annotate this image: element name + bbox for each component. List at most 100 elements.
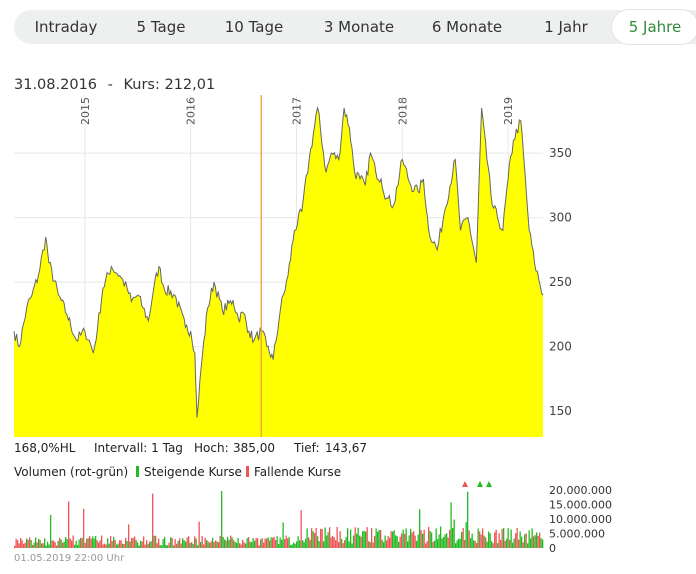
volume-bar bbox=[339, 531, 341, 548]
volume-bar bbox=[174, 539, 176, 548]
volume-bar bbox=[60, 539, 62, 548]
volume-bar bbox=[537, 535, 539, 548]
volume-bar bbox=[128, 524, 130, 548]
volume-bar bbox=[177, 540, 179, 548]
volume-bar bbox=[146, 540, 148, 548]
volume-bar bbox=[309, 539, 311, 548]
volume-bar bbox=[419, 509, 421, 548]
volume-bar bbox=[455, 543, 457, 548]
volume-bar bbox=[290, 545, 292, 548]
tab-5-tage[interactable]: 5 Tage bbox=[136, 18, 186, 36]
volume-tick-label: 10.000.000 bbox=[549, 513, 612, 526]
volume-bar bbox=[108, 543, 110, 548]
x-tick-label: 2019 bbox=[502, 97, 515, 125]
price-header: 31.08.2016 - Kurs: 212,01 bbox=[14, 77, 215, 93]
volume-bar bbox=[140, 540, 142, 548]
volume-bar bbox=[522, 542, 524, 548]
volume-bar bbox=[291, 544, 293, 548]
volume-bar bbox=[275, 540, 277, 548]
header-kurs-value: 212,01 bbox=[164, 77, 216, 93]
legend-falling-label: Fallende Kurse bbox=[254, 465, 342, 479]
volume-bar bbox=[293, 542, 295, 548]
volume-bar bbox=[383, 542, 385, 548]
volume-bar bbox=[228, 539, 230, 548]
volume-bar bbox=[45, 545, 47, 548]
volume-bar bbox=[351, 543, 353, 548]
volume-bar bbox=[152, 493, 154, 548]
volume-bar bbox=[249, 541, 251, 548]
header-kurs-label: Kurs: bbox=[123, 77, 160, 93]
volume-bar bbox=[141, 541, 143, 548]
volume-bar bbox=[59, 537, 61, 548]
volume-bar bbox=[227, 536, 229, 548]
volume-bar bbox=[161, 545, 163, 548]
volume-bar bbox=[540, 538, 542, 548]
volume-bar bbox=[438, 534, 440, 548]
volume-bar bbox=[330, 537, 332, 548]
volume-bar bbox=[255, 537, 257, 548]
volume-bar bbox=[473, 540, 475, 548]
volume-bar bbox=[264, 538, 266, 548]
volume-bar bbox=[99, 540, 101, 548]
volume-bar bbox=[18, 543, 20, 548]
volume-bar bbox=[462, 527, 464, 548]
volume-bar bbox=[287, 538, 289, 548]
volume-bar bbox=[95, 535, 97, 548]
volume-bar bbox=[231, 537, 233, 548]
volume-bar bbox=[242, 539, 244, 548]
volume-bar bbox=[159, 544, 161, 548]
volume-bar bbox=[482, 528, 484, 548]
tab-5-jahre[interactable]: 5 Jahre bbox=[612, 10, 696, 44]
volume-bar bbox=[471, 533, 473, 548]
volume-bar bbox=[102, 544, 104, 548]
volume-bar bbox=[116, 544, 118, 548]
footer-timestamp: 01.05.2019 22:00 Uhr bbox=[14, 553, 125, 564]
volume-bar bbox=[524, 534, 526, 548]
volume-bar bbox=[158, 538, 160, 548]
volume-peak-marker bbox=[462, 481, 468, 487]
volume-bar bbox=[308, 537, 310, 548]
volume-bar bbox=[365, 531, 367, 548]
volume-bar bbox=[240, 544, 242, 548]
volume-bar bbox=[188, 536, 190, 548]
volume-bar bbox=[519, 531, 521, 548]
volume-bar bbox=[465, 522, 467, 548]
volume-bar bbox=[485, 537, 487, 548]
tab-6-monate[interactable]: 6 Monate bbox=[431, 18, 503, 36]
volume-bar bbox=[497, 543, 499, 548]
tab-1-jahr[interactable]: 1 Jahr bbox=[544, 18, 588, 36]
volume-bar bbox=[48, 544, 50, 548]
stat-hoch-label: Hoch: bbox=[194, 441, 229, 455]
volume-bar bbox=[261, 538, 263, 548]
tab-10-tage[interactable]: 10 Tage bbox=[224, 18, 284, 36]
volume-bar bbox=[278, 544, 280, 548]
volume-bar bbox=[369, 542, 371, 548]
volume-bar bbox=[377, 531, 379, 548]
tab-intraday[interactable]: Intraday bbox=[34, 18, 98, 36]
volume-bar bbox=[342, 543, 344, 548]
volume-bar bbox=[209, 542, 211, 548]
volume-bar bbox=[335, 540, 337, 548]
volume-bar bbox=[347, 528, 349, 548]
volume-bar bbox=[153, 535, 155, 548]
volume-peak-marker bbox=[477, 481, 483, 487]
volume-bar bbox=[17, 540, 19, 548]
volume-bar bbox=[77, 544, 79, 548]
volume-bar bbox=[221, 491, 223, 548]
volume-bar bbox=[411, 532, 413, 548]
volume-bar bbox=[458, 538, 460, 548]
volume-bar bbox=[372, 542, 374, 548]
volume-bar bbox=[350, 529, 352, 548]
volume-bar bbox=[399, 536, 401, 548]
tab-3-monate[interactable]: 3 Monate bbox=[323, 18, 395, 36]
volume-bar bbox=[507, 528, 509, 548]
volume-bar bbox=[15, 538, 17, 548]
volume-bar bbox=[173, 545, 175, 548]
volume-bar bbox=[285, 535, 287, 548]
volume-bar bbox=[396, 536, 398, 548]
volume-bar bbox=[111, 541, 113, 548]
volume-bar bbox=[54, 542, 56, 548]
volume-bar bbox=[332, 536, 334, 548]
volume-bar bbox=[137, 542, 139, 548]
volume-bar bbox=[530, 538, 532, 548]
